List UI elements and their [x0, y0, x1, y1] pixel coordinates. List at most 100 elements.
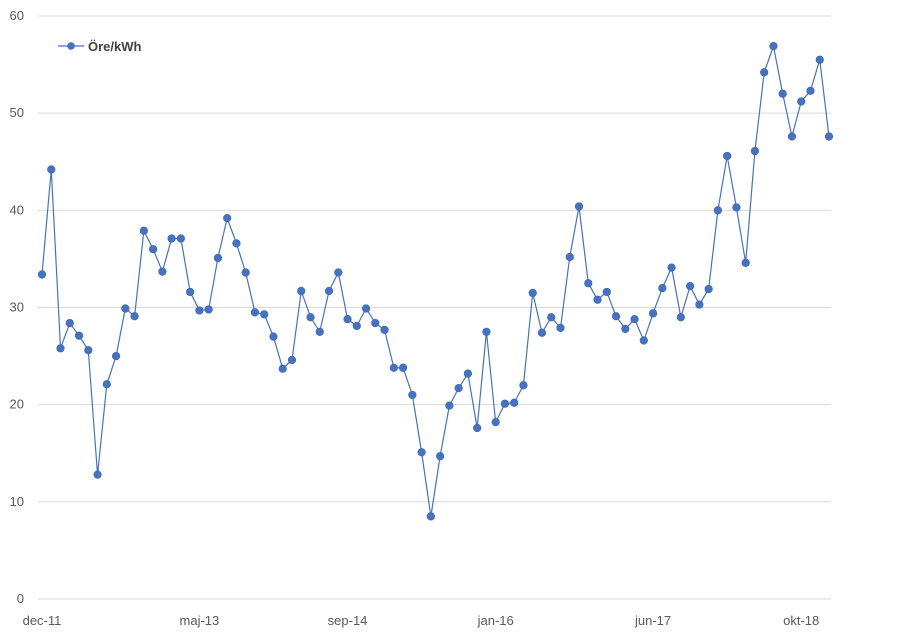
data-point — [65, 318, 74, 328]
data-point — [815, 55, 824, 64]
data-point — [630, 315, 639, 324]
data-point — [639, 336, 648, 345]
y-tick-label: 10 — [10, 494, 24, 509]
data-point — [621, 324, 630, 333]
data-point — [787, 132, 797, 141]
data-point — [741, 258, 750, 267]
data-point — [389, 363, 398, 372]
data-point — [426, 512, 435, 521]
data-point — [732, 203, 741, 212]
series-line — [41, 45, 830, 518]
y-tick-label: 50 — [10, 105, 24, 120]
data-point — [260, 310, 269, 319]
data-point — [593, 295, 602, 304]
data-point — [324, 286, 334, 296]
data-point — [510, 398, 519, 407]
data-point — [778, 89, 787, 98]
data-point — [704, 284, 713, 294]
data-point — [713, 206, 722, 215]
legend-label: Öre/kWh — [88, 39, 142, 54]
y-tick-label: 20 — [10, 397, 24, 412]
y-axis-tick-labels: 0 10 20 30 40 50 60 — [10, 8, 24, 606]
data-point — [186, 287, 195, 297]
data-point — [37, 270, 47, 279]
data-point — [500, 399, 510, 408]
data-point — [241, 268, 250, 277]
data-point — [306, 313, 315, 322]
data-point — [482, 327, 491, 336]
data-point — [158, 267, 167, 276]
legend: Öre/kWh — [58, 39, 142, 54]
x-axis-tick-labels: dec-11 maj-13 sep-14 jan-16 jun-17 okt-18 — [23, 613, 820, 628]
data-point — [74, 331, 84, 340]
data-point — [602, 287, 611, 297]
data-point — [667, 263, 676, 272]
data-point — [167, 234, 176, 243]
data-point — [723, 151, 732, 161]
data-point — [695, 300, 704, 309]
data-point — [352, 321, 361, 331]
data-point — [213, 253, 223, 263]
y-tick-label: 0 — [17, 591, 24, 606]
data-point — [195, 306, 204, 315]
data-point — [574, 202, 584, 211]
x-tick-label: sep-14 — [328, 613, 368, 628]
data-point — [56, 344, 65, 353]
data-point — [371, 318, 380, 328]
x-tick-label: jun-17 — [634, 613, 671, 628]
data-point — [84, 346, 93, 355]
data-point — [445, 401, 454, 410]
data-point — [93, 470, 102, 479]
x-tick-label: jan-16 — [477, 613, 514, 628]
data-point — [473, 423, 482, 433]
data-point — [269, 332, 278, 341]
data-point — [584, 279, 593, 288]
data-point — [556, 323, 565, 333]
data-point — [491, 418, 500, 427]
y-tick-label: 40 — [10, 202, 24, 217]
data-point — [797, 97, 806, 106]
data-point — [232, 239, 241, 248]
data-point — [519, 381, 528, 390]
data-point — [408, 390, 417, 400]
data-point — [297, 286, 306, 296]
data-point — [417, 448, 426, 457]
data-point — [398, 363, 408, 372]
x-tick-label: okt-18 — [783, 613, 819, 628]
data-point — [436, 452, 445, 461]
data-point — [760, 68, 769, 77]
data-point — [565, 252, 574, 262]
data-point — [204, 305, 213, 314]
legend-marker-swatch — [67, 42, 75, 50]
x-tick-label: dec-11 — [23, 613, 62, 628]
gridlines — [38, 15, 831, 600]
data-point — [250, 308, 260, 317]
data-point — [648, 309, 658, 318]
data-point — [361, 304, 371, 313]
y-tick-label: 30 — [10, 300, 24, 315]
data-point — [769, 42, 778, 51]
data-point — [611, 312, 621, 321]
data-point — [121, 304, 130, 313]
data-point — [824, 132, 834, 141]
data-point — [528, 288, 537, 298]
data-point — [454, 384, 463, 393]
data-point — [315, 327, 324, 336]
data-point — [676, 313, 685, 322]
data-point — [537, 328, 547, 337]
data-point — [149, 245, 158, 254]
data-point — [343, 315, 352, 324]
data-point — [806, 86, 815, 95]
data-point — [658, 283, 667, 293]
x-tick-label: maj-13 — [180, 613, 220, 628]
data-point — [547, 313, 556, 322]
series-group — [37, 42, 834, 521]
data-point — [686, 282, 695, 291]
data-point — [176, 234, 185, 243]
data-point — [287, 355, 297, 365]
data-point — [102, 380, 111, 389]
data-point — [334, 268, 343, 277]
data-point — [223, 214, 232, 223]
